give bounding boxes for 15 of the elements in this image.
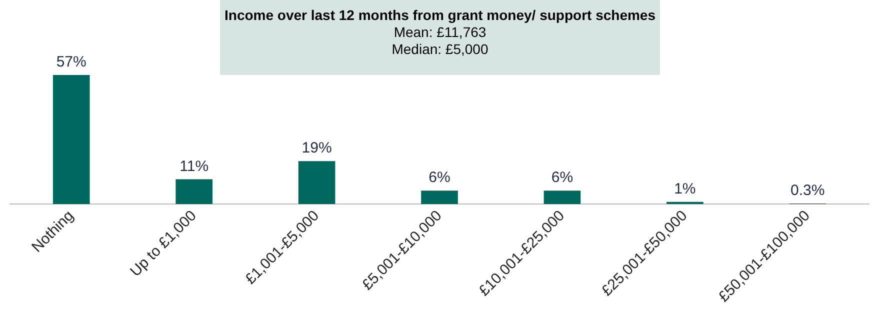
data-label: 6% xyxy=(551,169,574,186)
data-label: 6% xyxy=(428,169,450,186)
bar xyxy=(544,190,581,204)
text: Mean: £11,763 xyxy=(392,24,488,41)
data-label: 57% xyxy=(56,54,86,71)
bar xyxy=(298,161,336,204)
data-label: 1% xyxy=(674,180,696,198)
data-label: 19% xyxy=(302,140,332,157)
data-label: 11% xyxy=(180,158,209,175)
bar xyxy=(176,179,212,204)
data-label: 0.3% xyxy=(790,182,825,200)
bar xyxy=(421,190,458,204)
text: Median: £5,000 xyxy=(390,41,490,58)
bar xyxy=(52,75,90,204)
chart-title: Income over last 12 months from grant money/ support schemes xyxy=(224,7,656,24)
